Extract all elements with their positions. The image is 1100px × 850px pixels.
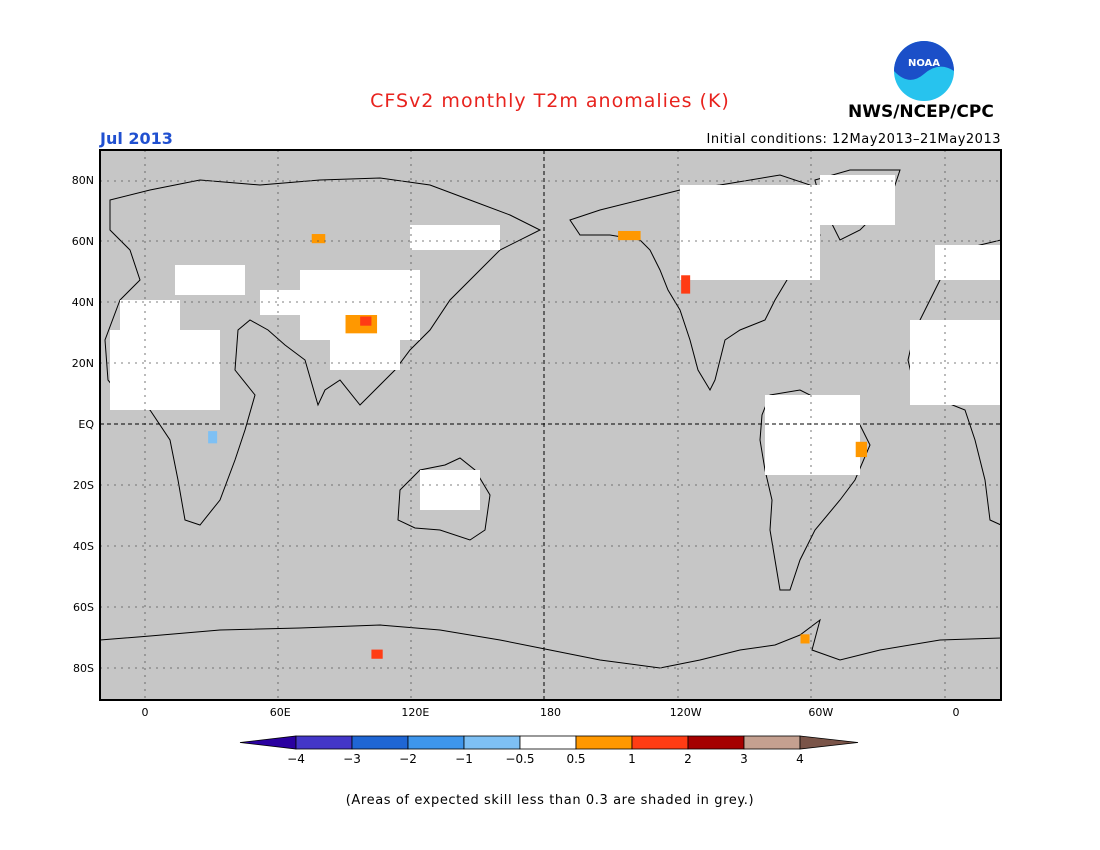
organization-label: NWS/NCEP/CPC	[848, 102, 994, 122]
colorbar-segment	[351, 735, 409, 750]
noaa-logo-text: NOAA	[908, 58, 940, 69]
colorbar-tick-label: 0.5	[566, 752, 586, 766]
anomaly-patches	[208, 230, 867, 659]
lat-label: 40S	[73, 540, 94, 554]
colorbar-tick-label: 2	[684, 752, 692, 766]
colorbar-segment	[295, 735, 353, 750]
anomaly-tibet-hotspot	[360, 316, 372, 326]
colorbar-tick-label: 3	[740, 752, 748, 766]
colorbar-tick-label: 4	[796, 752, 804, 766]
skill-white-areas	[110, 175, 1001, 510]
colorbar-segment	[407, 735, 465, 750]
lat-label: EQ	[78, 418, 94, 431]
colorbar-tick-label: −0.5	[505, 752, 535, 766]
colorbar-arrow-right	[799, 735, 859, 750]
grid-lines	[100, 150, 1001, 700]
anomaly-western-us	[681, 275, 691, 294]
map-title: CFSv2 monthly T2m anomalies (K)	[370, 90, 730, 112]
lat-label: 40N	[71, 295, 94, 309]
anomaly-antarctic-peninsula	[800, 634, 810, 644]
lon-label: 120E	[401, 706, 430, 719]
lon-label: 60E	[269, 706, 291, 719]
lat-label: 60N	[71, 234, 94, 248]
lat-label: 60S	[73, 601, 94, 615]
anomaly-alaska	[618, 230, 641, 241]
colorbar-segment	[631, 735, 689, 750]
colorbar-segment	[687, 735, 745, 750]
colorbar-segment	[463, 735, 521, 750]
lon-label: 120W	[669, 706, 702, 719]
colorbar-tick-label: −2	[399, 752, 417, 766]
lat-label: 20S	[73, 479, 94, 493]
colorbar-segment	[743, 735, 801, 750]
lat-label: 80S	[73, 662, 94, 676]
map-background	[100, 150, 1001, 700]
lat-label: 80N	[71, 173, 94, 187]
map-frame	[99, 149, 1002, 701]
colorbar-tick-label: 1	[628, 752, 636, 766]
lat-label: 20N	[71, 356, 94, 370]
colorbar-tick-label: −4	[287, 752, 305, 766]
colorbar-tick-label: −3	[343, 752, 361, 766]
lon-label: 0	[952, 706, 960, 719]
lon-label: 180	[540, 706, 561, 719]
colorbar-segment	[575, 735, 633, 750]
noaa-logo: NOAA	[892, 39, 956, 107]
lon-label: 0	[141, 706, 149, 719]
forecast-month: Jul 2013	[100, 129, 173, 148]
anomaly-east-antarctica	[371, 649, 383, 659]
skill-footnote: (Areas of expected skill less than 0.3 a…	[345, 793, 755, 808]
anomaly-eastern-brazil	[855, 441, 867, 458]
anomaly-east-africa-cool	[208, 431, 218, 444]
lon-label: 60W	[808, 706, 834, 719]
colorbar	[239, 735, 859, 750]
anomaly-siberia-north	[311, 234, 326, 244]
colorbar-arrow-left	[239, 735, 297, 750]
colorbar-segment	[519, 735, 577, 750]
initial-conditions: Initial conditions: 12May2013–21May2013	[706, 132, 1001, 147]
colorbar-tick-label: −1	[455, 752, 473, 766]
